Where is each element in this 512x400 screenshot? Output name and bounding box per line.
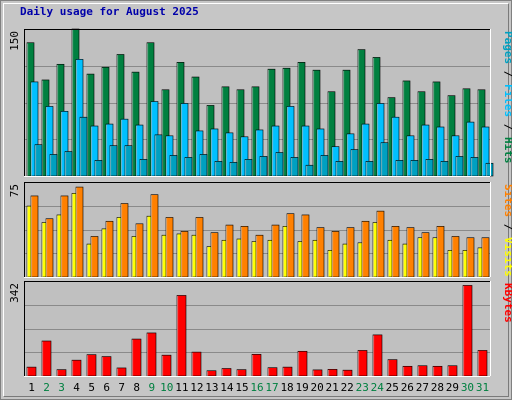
day-label: 20 [311,381,324,394]
day-label: 21 [326,381,339,394]
side-label-part: Sites [502,184,512,217]
chart-title: Daily usage for August 2025 [20,5,199,18]
bar-kbytes [447,365,458,377]
day-label: 24 [371,381,385,394]
bar-kbytes [297,350,308,377]
day-label: 16 [250,381,263,394]
day-label: 8 [133,381,140,394]
side-label-part: Hits [502,137,512,164]
panel-1-side-label: Pages / Files / Hits [502,31,512,164]
day-label: 13 [205,381,218,394]
day-label: 23 [356,381,369,394]
panel-3-max-label: 342 [8,283,21,303]
bar-kbytes [327,369,338,377]
day-label: 12 [190,381,203,394]
side-label-part: / [502,117,512,137]
bar-kbytes [26,366,37,377]
bar-kbytes [312,369,323,377]
day-label: 9 [148,381,155,394]
bar-kbytes [206,370,217,377]
side-label-part: Visits [502,237,512,277]
day-label: 5 [88,381,95,394]
bar-kbytes [342,369,353,377]
day-label: 4 [73,381,80,394]
bar-kbytes [236,369,247,377]
bar-kbytes [387,359,398,377]
day-label: 17 [265,381,278,394]
day-label: 18 [280,381,293,394]
day-label: 29 [446,381,459,394]
panel-2-max-label: 75 [8,184,21,197]
bar-kbytes [417,365,428,377]
bar-kbytes [41,340,52,377]
side-label-part: Files [502,84,512,117]
day-label: 30 [461,381,474,394]
day-label: 15 [235,381,248,394]
day-label: 2 [43,381,50,394]
day-label: 11 [175,381,188,394]
bar-kbytes [357,350,368,377]
day-label: 10 [160,381,173,394]
side-label-part: Pages [502,31,512,64]
bar-kbytes [131,338,142,377]
bar-kbytes [267,367,278,377]
bar-kbytes [71,359,82,377]
bar-kbytes [477,350,488,377]
panel-3-side-label: KBytes [502,283,512,323]
bar-kbytes [372,334,383,377]
day-label: 28 [431,381,444,394]
day-label: 6 [103,381,110,394]
bar-kbytes [221,368,232,377]
side-label-part: KBytes [502,283,512,323]
bar-kbytes [176,295,187,377]
bar-kbytes [101,356,112,377]
bar-kbytes [282,366,293,377]
bar-kbytes [251,354,262,377]
bar-kbytes [56,369,67,377]
day-label: 1 [28,381,35,394]
bar-kbytes [432,365,443,377]
bar-kbytes [86,354,97,377]
side-label-part: / [502,217,512,237]
day-label: 7 [118,381,125,394]
day-label: 14 [220,381,234,394]
day-label: 31 [476,381,489,394]
day-label: 25 [386,381,399,394]
bar-kbytes [116,367,127,377]
bar-kbytes [146,332,157,377]
day-label: 22 [341,381,354,394]
day-label: 19 [295,381,308,394]
bar-kbytes [402,365,413,377]
bar-kbytes [161,354,172,377]
bar-kbytes [462,285,473,377]
day-label: 3 [58,381,65,394]
day-label: 26 [401,381,414,394]
panel-1-max-label: 150 [8,31,21,51]
bar-kbytes [191,351,202,377]
panel-2-side-label: Sites / Visits [502,184,512,277]
day-label: 27 [416,381,429,394]
side-label-part: / [502,64,512,84]
